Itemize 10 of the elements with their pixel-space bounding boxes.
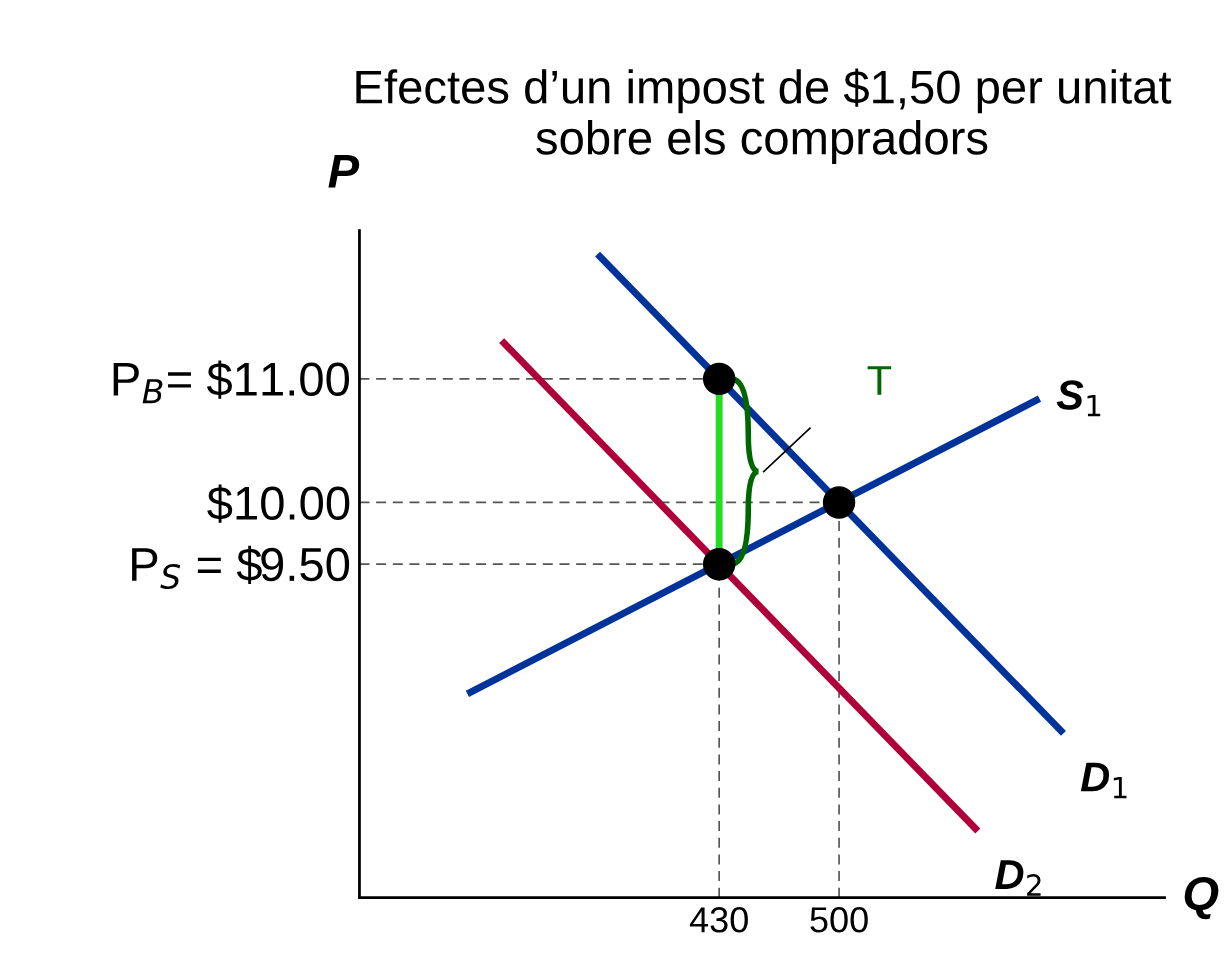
x-tick-label: 500 [810,907,868,933]
annotation: T [867,366,892,395]
y-tick-label: P$_{B}$= $11.00 [113,360,350,404]
series-label: S$_{1}$ [1056,380,1101,417]
series-label: D$_{1}$ [1080,762,1127,799]
x-tick-label: 430 [689,907,748,933]
y-tick-label: $10.00 [207,484,350,523]
series-label: D$_{2}$ [995,860,1041,896]
x-axis-title: Q [1184,876,1219,920]
y-tick-label: P$_{S}$ = $9.50 [132,545,350,590]
